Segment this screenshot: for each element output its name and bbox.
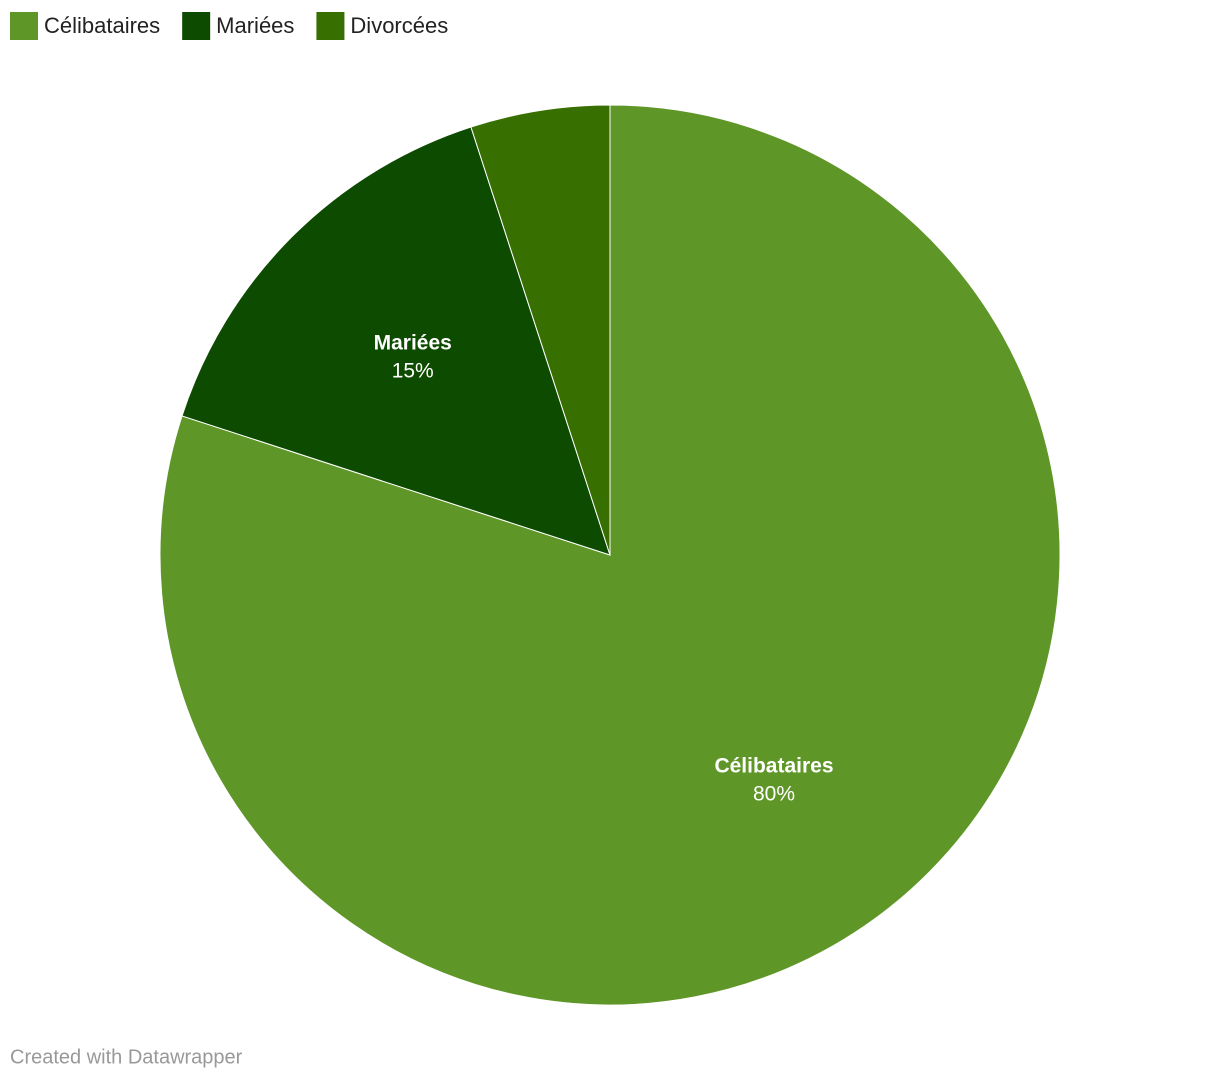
legend-label: Mariées bbox=[216, 13, 294, 38]
legend-swatch bbox=[182, 12, 211, 40]
legend-swatch bbox=[10, 12, 38, 40]
slice-value: 80% bbox=[753, 782, 795, 805]
slice-name: Célibataires bbox=[714, 754, 833, 777]
legend-label: Célibataires bbox=[44, 13, 160, 38]
credit: Created with Datawrapper bbox=[10, 1046, 243, 1068]
slice-name: Mariées bbox=[374, 331, 452, 354]
slice-value: 15% bbox=[392, 359, 434, 382]
pie-slice bbox=[470, 104, 611, 556]
legend-label: Divorcées bbox=[350, 13, 448, 38]
legend-swatch bbox=[316, 12, 345, 40]
pie-slice bbox=[181, 126, 611, 556]
